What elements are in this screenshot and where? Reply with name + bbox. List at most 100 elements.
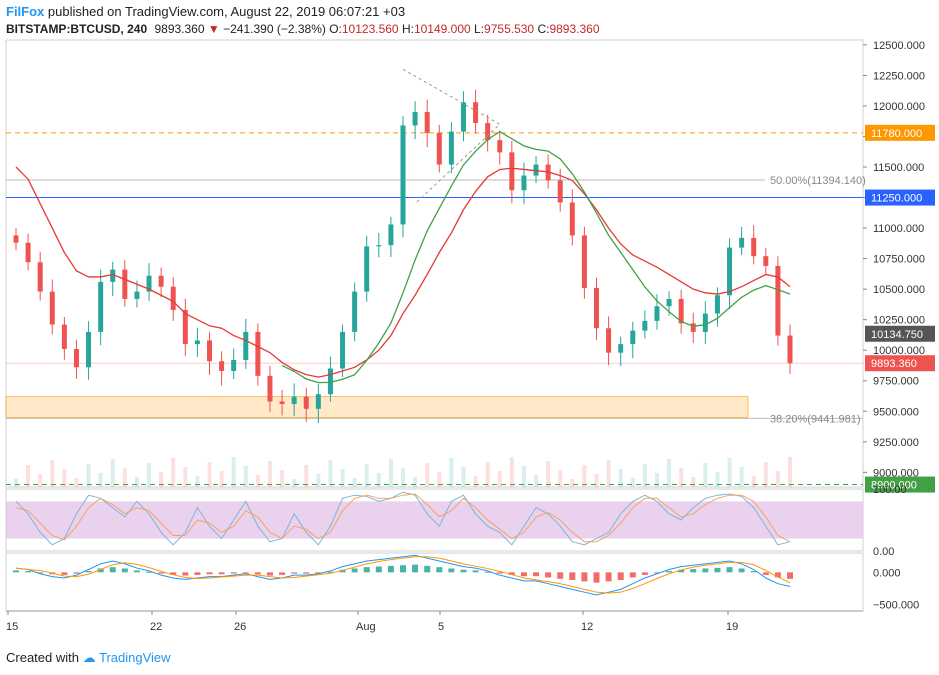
resistance_11780-label: 11780.000 (871, 128, 922, 140)
candle-body (243, 331, 249, 360)
macd-axis-label: 0.000 (873, 567, 901, 579)
volume-bar (388, 459, 393, 487)
macd-hist-bar (387, 565, 394, 573)
candle-body (25, 242, 31, 263)
macd-hist-bar (97, 568, 104, 573)
low-value: 9755.530 (484, 22, 535, 36)
volume-bar (376, 473, 381, 487)
macd-hist-bar (557, 572, 564, 579)
macd-hist-bar (436, 567, 443, 573)
candle-body (146, 275, 152, 292)
macd-hist-bar (400, 565, 406, 573)
publish-info: FilFox published on TradingView.com, Aug… (6, 4, 405, 19)
macd-hist-bar (303, 572, 310, 574)
macd-hist-bar (581, 572, 588, 582)
macd-hist-bar (690, 569, 697, 573)
candle-body (787, 335, 793, 364)
macd-hist-bar (448, 568, 455, 573)
author-name[interactable]: FilFox (6, 4, 45, 19)
candle-body (412, 112, 418, 126)
volume-bar (775, 471, 780, 487)
macd-hist-bar (484, 571, 491, 573)
candle-body (134, 291, 140, 299)
macd-hist-bar (593, 572, 600, 583)
volume-bar (50, 460, 55, 487)
price-axis-label: 11500.000 (873, 162, 924, 174)
macd-hist-bar (460, 569, 467, 573)
support_8900-tag (865, 476, 935, 493)
volume-bar (461, 467, 466, 487)
volume-bar (304, 465, 309, 487)
candle-body (98, 281, 104, 332)
support_8900-label: 8900.000 (871, 480, 917, 492)
volume-bar (630, 478, 635, 487)
volume-bar (642, 464, 647, 487)
volume-bar (473, 476, 478, 487)
candle-body (460, 102, 466, 132)
macd-hist-bar (412, 564, 419, 573)
last-price: 9893.360 (154, 22, 205, 36)
volume-bar (485, 462, 490, 487)
macd-hist-bar (787, 572, 793, 579)
candle-body (388, 224, 394, 246)
macd-hist-bar (121, 568, 128, 573)
candle-body (327, 368, 333, 395)
volume-bar (727, 458, 732, 487)
volume-bar (546, 461, 551, 487)
macd-hist-bar (206, 572, 213, 575)
macd-hist-bar (279, 572, 286, 575)
price-axis-label: 9000.000 (873, 467, 919, 479)
candle-body (267, 375, 273, 402)
volume-bar (751, 476, 756, 487)
tradingview-logo-icon[interactable]: ☁ (82, 650, 96, 665)
prev_close_label-tag (865, 325, 935, 342)
rsi-band (6, 501, 863, 539)
volume-bar (509, 457, 514, 487)
macd-hist-bar (242, 572, 249, 574)
macd-hist-bar (750, 571, 757, 573)
high-label: H: (401, 22, 414, 36)
price-pane (5, 39, 864, 488)
macd-hist-bar (315, 572, 322, 574)
macd-hist-bar (254, 572, 261, 575)
fib-label: 50.00%(11394.140) (770, 175, 866, 187)
volume-bar (679, 468, 684, 487)
tradingview-brand[interactable]: TradingView (99, 650, 171, 665)
candle-body (509, 152, 515, 191)
price-axis-label: 9500.000 (873, 406, 919, 418)
price-axis-label: 12250.000 (873, 70, 925, 82)
volume-bar (667, 459, 672, 487)
macd-hist-bar (666, 571, 673, 573)
volume-bar (255, 475, 260, 487)
candle-body (424, 112, 430, 133)
candle-body (448, 131, 454, 165)
macd-hist-bar (533, 572, 540, 577)
macd-hist-bar (496, 572, 503, 574)
macd-hist-bar (339, 569, 346, 573)
candle-body (315, 394, 321, 409)
volume-bar (183, 467, 188, 487)
volume-bar (243, 466, 248, 487)
down-arrow-icon: ▼ (207, 22, 220, 36)
macd-hist-bar (25, 571, 32, 573)
footer: Created with ☁ TradingView (6, 650, 171, 666)
candle-body (61, 324, 67, 349)
volume-bar (26, 465, 31, 487)
created-with-text: Created with (6, 650, 79, 665)
macd-hist-bar (424, 565, 431, 573)
macd-hist-bar (605, 572, 612, 582)
volume-bar (401, 468, 405, 487)
open-value: 10123.560 (341, 22, 399, 36)
volume-bar (594, 474, 599, 487)
macd-hist-bar (569, 572, 576, 581)
volume-bar (364, 464, 369, 487)
candle-body (340, 331, 346, 369)
macd-hist-bar (266, 572, 273, 576)
volume-bar (703, 463, 708, 487)
volume-bar (328, 460, 333, 487)
macd-hist-bar (714, 567, 721, 573)
macd-hist-bar (37, 572, 44, 574)
volume-bar (195, 476, 200, 487)
volume-bar (788, 457, 792, 487)
